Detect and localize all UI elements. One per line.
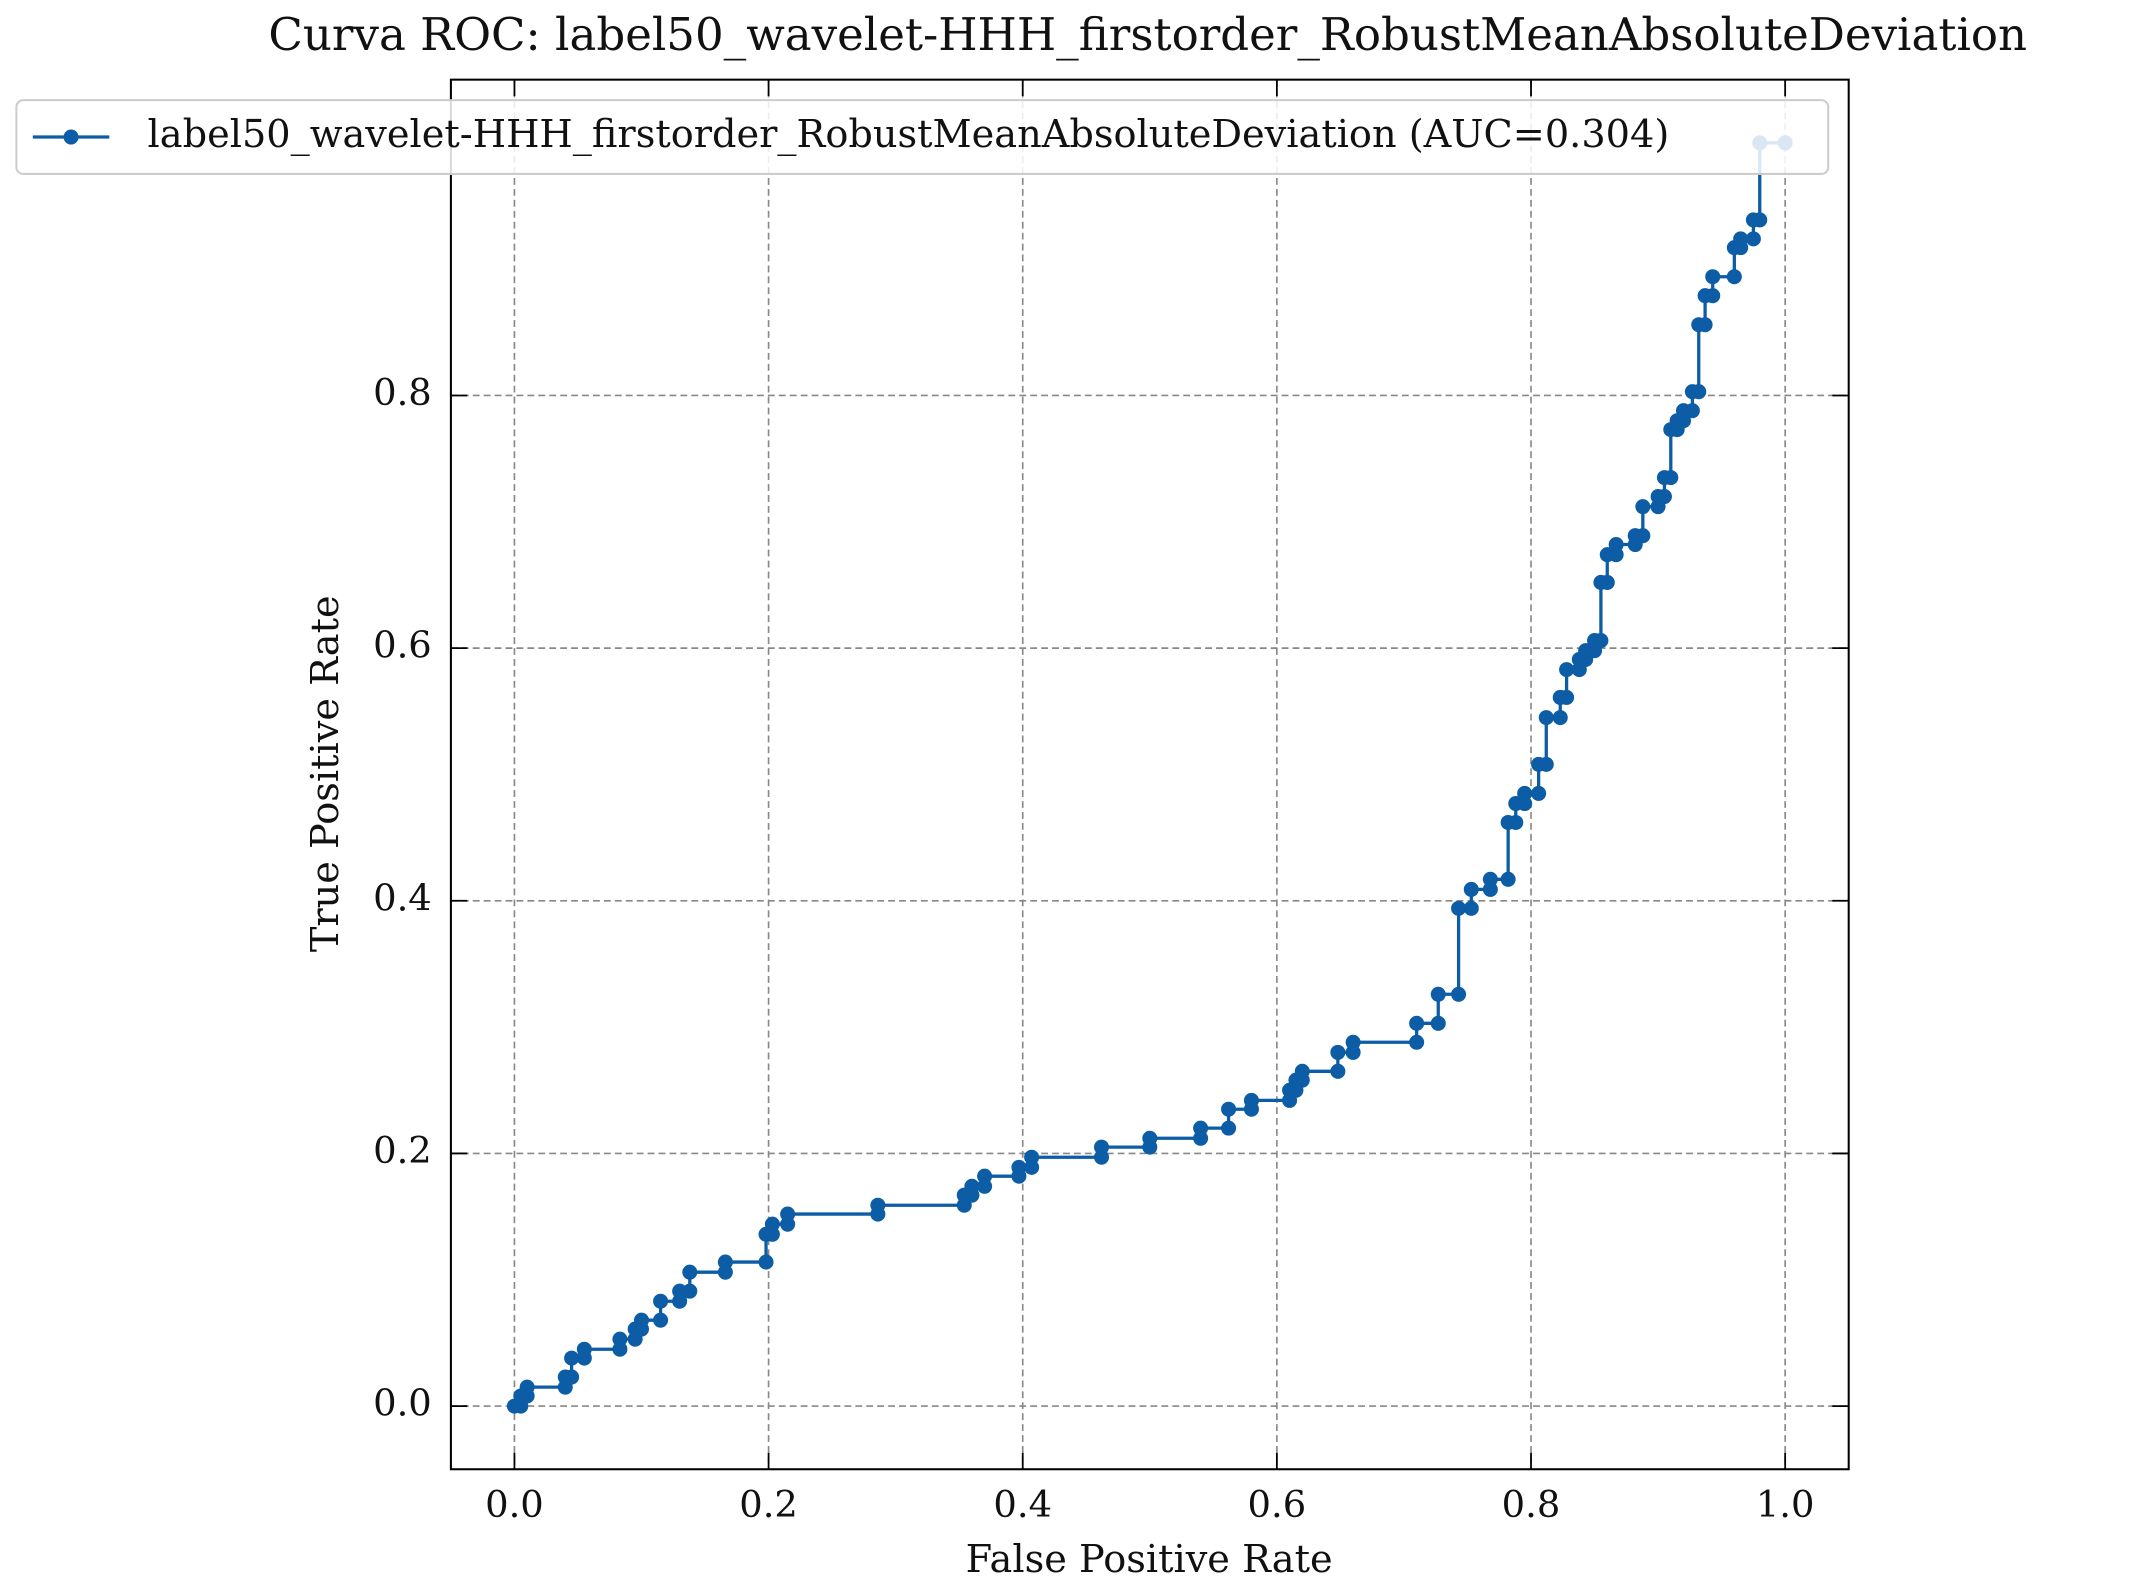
roc-point <box>1538 756 1554 772</box>
legend-label: label50_wavelet-HHH_firstorder_RobustMea… <box>148 112 1670 157</box>
roc-point <box>1409 1034 1425 1050</box>
y-tick-label: 0.8 <box>373 371 432 414</box>
roc-point <box>1294 1063 1310 1079</box>
roc-point <box>519 1379 535 1395</box>
roc-point <box>1430 986 1446 1002</box>
roc-point <box>1243 1092 1259 1108</box>
roc-point <box>1451 986 1467 1002</box>
legend-box <box>15 99 1830 175</box>
roc-point <box>1608 537 1624 553</box>
roc-point <box>1684 403 1700 419</box>
roc-point <box>564 1350 580 1366</box>
roc-point <box>1635 499 1651 515</box>
roc-point <box>1691 384 1707 400</box>
x-tick-label: 0.4 <box>993 1483 1052 1526</box>
roc-point <box>1593 633 1609 649</box>
plot-frame <box>449 78 1850 1471</box>
roc-point <box>653 1293 669 1309</box>
roc-point <box>1559 689 1575 705</box>
chart-title: Curva ROC: label50_wavelet-HHH_firstorde… <box>268 8 2027 61</box>
roc-point <box>717 1254 733 1270</box>
roc-point <box>1221 1101 1237 1117</box>
roc-point <box>1697 317 1713 333</box>
roc-point <box>682 1264 698 1280</box>
roc-point <box>1635 528 1651 544</box>
roc-point <box>780 1206 796 1222</box>
roc-point <box>612 1331 628 1347</box>
x-tick-label: 0.6 <box>1248 1483 1307 1526</box>
roc-point <box>1221 1120 1237 1136</box>
roc-point <box>576 1341 592 1357</box>
y-tick-label: 0.4 <box>373 876 432 919</box>
roc-point <box>1705 269 1721 285</box>
roc-point <box>1663 470 1679 486</box>
legend: label50_wavelet-HHH_firstorder_RobustMea… <box>15 99 1830 175</box>
roc-point <box>1559 662 1575 678</box>
y-tick-label: 0.6 <box>373 624 432 667</box>
y-tick-label: 0.0 <box>373 1382 432 1425</box>
roc-point <box>1330 1044 1346 1060</box>
roc-point <box>1656 489 1672 505</box>
roc-point <box>1752 212 1768 228</box>
y-tick-label: 0.2 <box>373 1129 432 1172</box>
x-tick-label: 1.0 <box>1756 1483 1815 1526</box>
roc-point <box>977 1168 993 1184</box>
roc-point <box>1142 1130 1158 1146</box>
roc-point <box>1345 1034 1361 1050</box>
roc-point <box>653 1312 669 1328</box>
roc-point <box>1517 785 1533 801</box>
roc-point <box>964 1178 980 1194</box>
roc-point <box>1538 710 1554 726</box>
series-group <box>506 135 1793 1414</box>
legend-marker <box>63 129 79 145</box>
roc-point <box>1409 1015 1425 1031</box>
y-axis-label: True Positive Rate <box>303 595 348 952</box>
roc-point <box>1024 1149 1040 1165</box>
roc-point <box>1193 1120 1209 1136</box>
roc-point <box>682 1283 698 1299</box>
roc-point <box>1552 710 1568 726</box>
roc-point <box>1093 1139 1110 1155</box>
roc-point <box>1733 231 1749 247</box>
roc-point <box>1451 900 1467 916</box>
roc-point <box>1011 1159 1027 1175</box>
roc-point <box>633 1312 650 1328</box>
roc-point <box>1500 871 1516 887</box>
roc-point <box>1599 574 1615 590</box>
roc-point <box>1508 814 1524 830</box>
roc-point <box>764 1216 780 1232</box>
roc-point <box>1726 269 1742 285</box>
x-axis-label: False Positive Rate <box>966 1537 1333 1582</box>
x-tick-label: 0.0 <box>485 1483 544 1526</box>
roc-point <box>1330 1063 1346 1079</box>
roc-point <box>1463 881 1479 897</box>
roc-point <box>1705 288 1721 304</box>
roc-line <box>514 141 1786 1408</box>
roc-point <box>564 1369 580 1385</box>
roc-point <box>1531 785 1547 801</box>
roc-point <box>758 1254 774 1270</box>
roc-point <box>1463 900 1479 916</box>
x-tick-label: 0.2 <box>739 1483 798 1526</box>
roc-point <box>1430 1015 1446 1031</box>
x-tick-label: 0.8 <box>1502 1483 1561 1526</box>
roc-point <box>870 1197 886 1213</box>
roc-point <box>1482 871 1498 887</box>
roc-point <box>1745 231 1761 247</box>
